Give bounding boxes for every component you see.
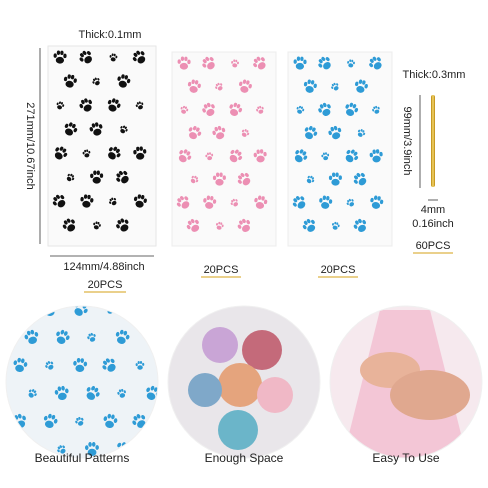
paw-print [147,444,157,455]
feature-label: Easy To Use [372,451,439,465]
count-label: 20PCS [204,264,239,276]
feature-image [330,306,482,458]
width-label: 124mm/4.88inch [63,261,144,273]
count-label: 20PCS [88,279,123,291]
feature-image [6,306,158,458]
feature-label: Beautiful Patterns [35,451,130,465]
twist-tie [431,95,435,187]
thickness-label: Thick:0.1mm [79,29,142,41]
feature-frame [167,305,321,459]
feature-frame [329,305,483,459]
feature-image [168,306,320,458]
tie-count-label: 60PCS [416,240,451,252]
paw-print [131,306,150,319]
tie-thickness-label: Thick:0.3mm [403,69,466,81]
bags [47,45,393,247]
paw-print [13,306,26,316]
dimension-lines [39,48,438,257]
bag-black [47,45,157,247]
count-label: 20PCS [321,264,356,276]
height-label: 271mm/10.67inch [24,102,36,189]
feature-label: Enough Space [205,451,284,465]
bag-blue [287,51,393,247]
feature-frame [5,305,159,459]
tie-width-label: 4mm [421,204,445,216]
tie-width-label: 0.16inch [412,218,454,230]
bag-pink [171,51,277,247]
tie-length-label: 99mm/3.9inch [401,106,413,175]
